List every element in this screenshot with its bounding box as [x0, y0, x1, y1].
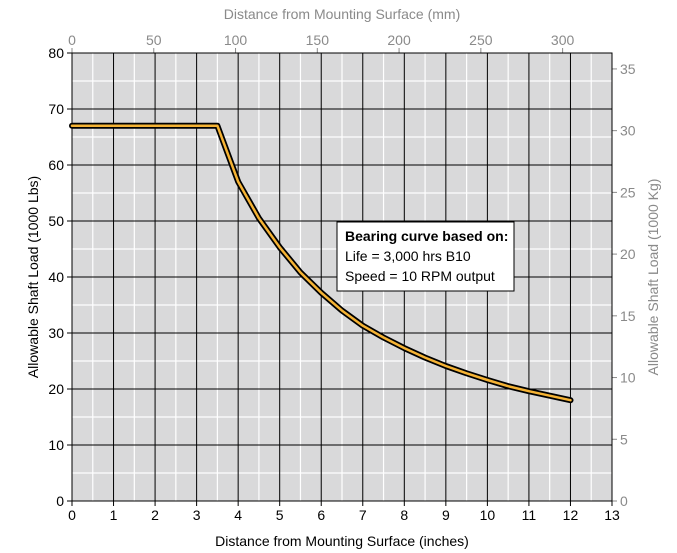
top-tick-label: 100 — [224, 32, 248, 48]
y-tick-label: 20 — [48, 381, 64, 397]
top-tick-label: 50 — [146, 32, 162, 48]
right-axis-tick-labels: 0 5 10 15 20 25 30 35 — [620, 61, 636, 509]
x-tick-label: 9 — [442, 507, 450, 523]
y-tick-label: 50 — [48, 213, 64, 229]
y-axis-tick-labels: 0 10 20 30 40 50 60 70 80 — [48, 45, 72, 509]
right-axis-title: Allowable Shaft Load (1000 Kg) — [645, 179, 661, 376]
x-tick-label: 3 — [193, 507, 201, 523]
y-tick-label: 70 — [48, 101, 64, 117]
top-tick-label: 300 — [551, 32, 575, 48]
top-tick-label: 200 — [387, 32, 411, 48]
right-tick-label: 15 — [620, 308, 636, 324]
y-tick-label: 40 — [48, 269, 64, 285]
right-axis-ticks — [612, 68, 617, 502]
annotation-line-2: Speed = 10 RPM output — [345, 268, 495, 284]
top-tick-label: 250 — [469, 32, 493, 48]
right-tick-label: 10 — [620, 370, 636, 386]
y-tick-label: 30 — [48, 325, 64, 341]
right-tick-label: 20 — [620, 246, 636, 262]
right-tick-label: 25 — [620, 184, 636, 200]
x-tick-label: 7 — [359, 507, 367, 523]
x-tick-label: 1 — [110, 507, 118, 523]
annotation-title: Bearing curve based on: — [345, 228, 508, 244]
top-axis-tick-labels: 0 50 100 150 200 250 300 — [68, 32, 574, 48]
y-tick-label: 60 — [48, 157, 64, 173]
load-curve — [70, 124, 572, 402]
x-tick-label: 10 — [480, 507, 496, 523]
x-tick-label: 0 — [68, 507, 76, 523]
x-tick-label: 4 — [234, 507, 242, 523]
top-axis-ticks — [71, 48, 564, 53]
right-tick-label: 0 — [620, 493, 628, 509]
right-tick-label: 30 — [620, 123, 636, 139]
x-tick-label: 12 — [563, 507, 579, 523]
right-tick-label: 5 — [620, 431, 628, 447]
x-tick-label: 13 — [604, 507, 620, 523]
right-tick-label: 35 — [620, 61, 636, 77]
top-axis-title: Distance from Mounting Surface (mm) — [224, 6, 461, 22]
x-axis-title: Distance from Mounting Surface (inches) — [215, 533, 469, 549]
x-tick-label: 8 — [400, 507, 408, 523]
annotation-line-1: Life = 3,000 hrs B10 — [345, 248, 471, 264]
y-tick-label: 0 — [56, 493, 64, 509]
x-axis-tick-labels: 0 1 2 3 4 5 6 7 8 9 10 11 12 13 — [68, 501, 620, 523]
x-tick-label: 5 — [276, 507, 284, 523]
top-tick-label: 0 — [68, 32, 76, 48]
y-tick-label: 80 — [48, 45, 64, 61]
x-tick-label: 11 — [522, 507, 537, 523]
x-tick-label: 6 — [317, 507, 325, 523]
annotation-box: Bearing curve based on: Life = 3,000 hrs… — [336, 221, 515, 292]
y-axis-title: Allowable Shaft Load (1000 Lbs) — [25, 176, 41, 378]
top-tick-label: 150 — [306, 32, 330, 48]
x-tick-label: 2 — [151, 507, 159, 523]
y-tick-label: 10 — [48, 437, 64, 453]
